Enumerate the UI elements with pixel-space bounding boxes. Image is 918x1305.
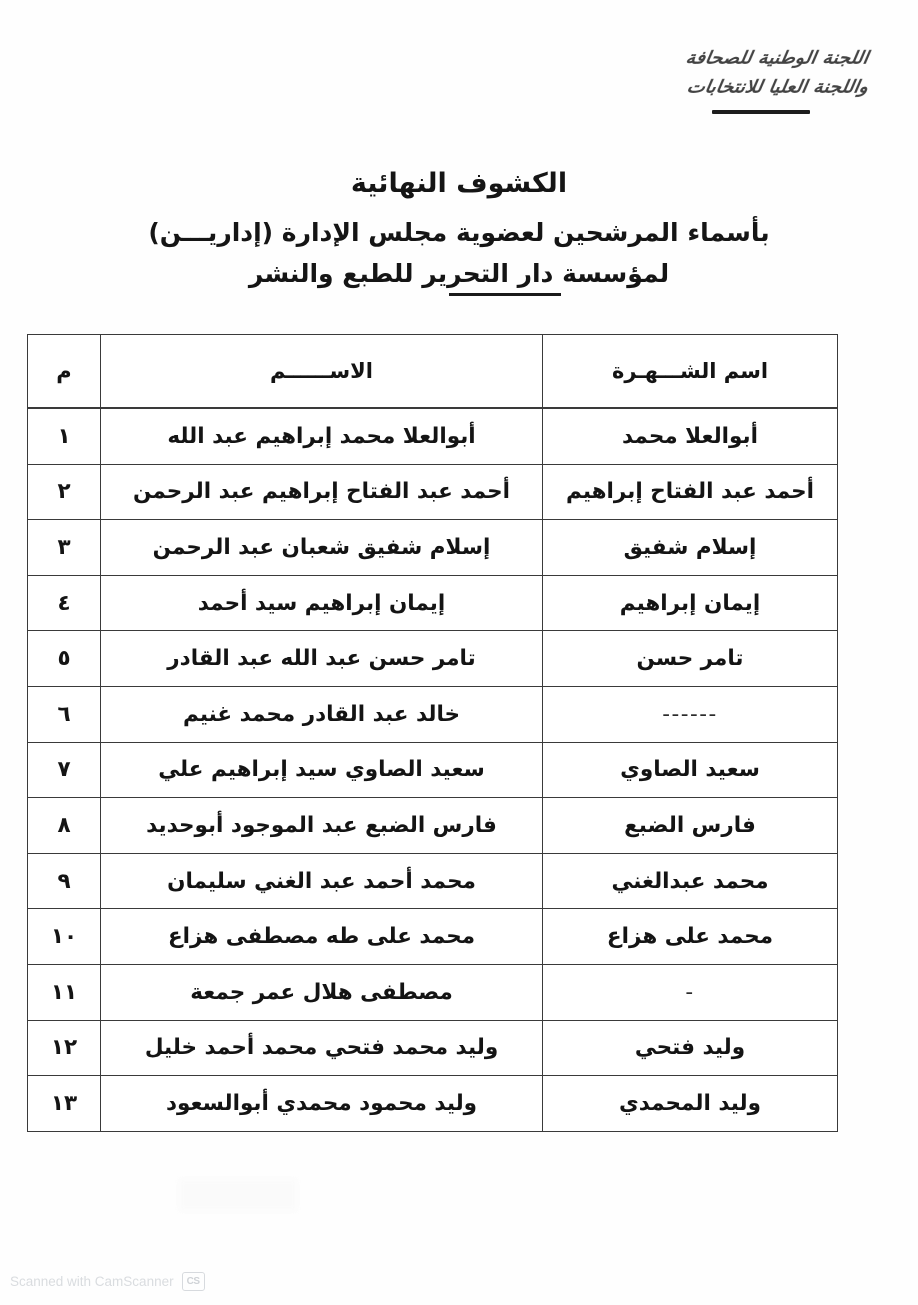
subtitle-underline <box>449 292 562 296</box>
cell-index: ٣ <box>27 519 101 576</box>
cell-alias: - <box>542 963 838 1021</box>
camscanner-watermark: CS Scanned with CamScanner <box>10 1272 205 1291</box>
camscanner-label: Scanned with CamScanner <box>10 1274 174 1289</box>
table-row: إسلام شفيق إسلام شفيق شعبان عبد الرحمن ٣ <box>27 519 838 576</box>
page-subtitle-2-wrap: لمؤسسة دار التحرير للطبع والنشر <box>248 255 670 296</box>
cell-name: تامر حسن عبد الله عبد القادر <box>100 630 543 687</box>
table-row: وليد فتحي وليد محمد فتحي محمد أحمد خليل ١٢ <box>27 1019 838 1077</box>
table-header-row: اسم الشـــهـرة الاســــــم م <box>27 334 838 409</box>
candidates-table-container: اسم الشـــهـرة الاســــــم م أبوالعلا مح… <box>27 334 838 1132</box>
cell-alias: إيمان إبراهيم <box>542 574 838 632</box>
cell-name: سعيد الصاوي سيد إبراهيم علي <box>100 741 543 799</box>
page-subtitle-1: بأسماء المرشحين لعضوية مجلس الإدارة (إدا… <box>148 217 770 247</box>
camscanner-badge-icon: CS <box>181 1272 205 1291</box>
cell-alias: سعيد الصاوي <box>542 741 838 799</box>
cell-index: ٩ <box>27 852 101 910</box>
title-block: الكشوف النهائية بأسماء المرشحين لعضوية م… <box>0 164 918 296</box>
cell-alias: أبوالعلا محمد <box>542 407 838 465</box>
page-title: الكشوف النهائية <box>350 168 568 199</box>
cell-index: ١٠ <box>27 908 101 965</box>
cell-name: محمد أحمد عبد الغني سليمان <box>100 852 543 910</box>
scan-artifact <box>178 1178 298 1212</box>
cell-name: خالد عبد القادر محمد غنيم <box>100 685 543 743</box>
column-header-index: م <box>27 334 101 409</box>
cell-name: وليد محمود محمدي أبوالسعود <box>100 1075 543 1132</box>
cell-alias: تامر حسن <box>542 630 838 687</box>
table-row: أحمد عبد الفتاح إبراهيم أحمد عبد الفتاح إ… <box>27 463 838 521</box>
table-row: ------ خالد عبد القادر محمد غنيم ٦ <box>27 685 838 743</box>
cell-index: ١١ <box>27 963 101 1021</box>
letterhead-line-1: اللجنة الوطنية للصحافة <box>684 47 870 69</box>
candidates-table: اسم الشـــهـرة الاســــــم م أبوالعلا مح… <box>27 334 838 1132</box>
cell-index: ٢ <box>27 463 101 521</box>
letterhead-line-2: واللجنة العليا للانتخابات <box>685 77 870 98</box>
table-row: - مصطفى هلال عمر جمعة ١١ <box>27 963 838 1021</box>
cell-name: فارس الضبع عبد الموجود أبوحديد <box>100 797 543 854</box>
table-row: وليد المحمدي وليد محمود محمدي أبوالسعود ١٣ <box>27 1075 838 1132</box>
cell-alias: وليد المحمدي <box>542 1075 838 1132</box>
table-row: إيمان إبراهيم إيمان إبراهيم سيد أحمد ٤ <box>27 574 838 632</box>
cell-index: ١ <box>27 407 101 465</box>
cell-index: ٨ <box>27 797 101 854</box>
table-row: تامر حسن تامر حسن عبد الله عبد القادر ٥ <box>27 630 838 687</box>
cell-alias: إسلام شفيق <box>542 519 838 576</box>
cell-alias: محمد على هزاع <box>542 908 838 965</box>
column-header-alias: اسم الشـــهـرة <box>542 334 838 409</box>
cell-name: إسلام شفيق شعبان عبد الرحمن <box>100 519 543 576</box>
cell-name: مصطفى هلال عمر جمعة <box>100 963 543 1021</box>
table-row: أبوالعلا محمد أبوالعلا محمد إبراهيم عبد ا… <box>27 407 838 465</box>
letterhead: اللجنة الوطنية للصحافة واللجنة العليا لل… <box>0 44 882 114</box>
column-header-name: الاســــــم <box>100 334 543 409</box>
letterhead-divider <box>712 109 810 114</box>
cell-index: ٦ <box>27 685 101 743</box>
cell-alias: محمد عبدالغني <box>542 852 838 910</box>
cell-name: أبوالعلا محمد إبراهيم عبد الله <box>100 407 543 465</box>
cell-index: ٧ <box>27 741 101 799</box>
cell-alias: وليد فتحي <box>542 1019 838 1077</box>
table-body: أبوالعلا محمد أبوالعلا محمد إبراهيم عبد ا… <box>27 407 838 1132</box>
cell-name: وليد محمد فتحي محمد أحمد خليل <box>100 1019 543 1077</box>
cell-alias: فارس الضبع <box>542 797 838 854</box>
cell-name: أحمد عبد الفتاح إبراهيم عبد الرحمن <box>100 463 543 521</box>
cell-index: ٤ <box>27 574 101 632</box>
cell-name: إيمان إبراهيم سيد أحمد <box>100 574 543 632</box>
table-header: اسم الشـــهـرة الاســــــم م <box>27 334 838 409</box>
cell-index: ١٢ <box>27 1019 101 1077</box>
cell-alias: أحمد عبد الفتاح إبراهيم <box>542 463 838 521</box>
table-row: فارس الضبع فارس الضبع عبد الموجود أبوحديد… <box>27 797 838 854</box>
cell-alias: ------ <box>542 685 838 743</box>
table-row: سعيد الصاوي سعيد الصاوي سيد إبراهيم علي ٧ <box>27 741 838 799</box>
cell-index: ٥ <box>27 630 101 687</box>
page-subtitle-2: لمؤسسة دار التحرير للطبع والنشر <box>248 259 670 288</box>
cell-name: محمد على طه مصطفى هزاع <box>100 908 543 965</box>
table-row: محمد على هزاع محمد على طه مصطفى هزاع ١٠ <box>27 908 838 965</box>
cell-index: ١٣ <box>27 1075 101 1132</box>
table-row: محمد عبدالغني محمد أحمد عبد الغني سليمان ٩ <box>27 852 838 910</box>
